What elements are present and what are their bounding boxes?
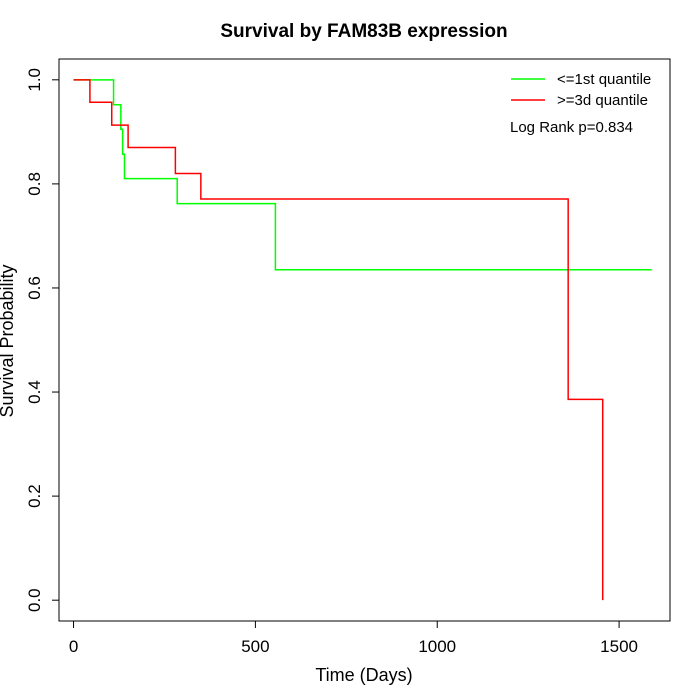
log-rank-annotation: Log Rank p=0.834 xyxy=(510,119,633,136)
y-tick-label: 0.4 xyxy=(25,380,44,404)
x-axis: 0 500 1000 1500 xyxy=(69,621,638,656)
y-tick-label: 0.0 xyxy=(25,588,44,612)
plot-frame xyxy=(58,58,671,622)
y-axis: 0.0 0.2 0.4 0.6 0.8 1.0 xyxy=(25,68,59,612)
x-axis-label: Time (Days) xyxy=(315,665,412,685)
y-tick-label: 0.8 xyxy=(25,172,44,196)
legend-entry: <=1st quantile xyxy=(557,71,651,88)
series-line xyxy=(73,79,652,271)
x-tick-label: 500 xyxy=(241,637,269,656)
y-tick-label: 1.0 xyxy=(25,68,44,92)
legend-entry: >=3d quantile xyxy=(557,92,648,109)
y-tick-label: 0.2 xyxy=(25,484,44,508)
series-line xyxy=(73,79,604,601)
y-tick-label: 0.6 xyxy=(25,276,44,300)
x-tick-label: 1000 xyxy=(418,637,456,656)
x-tick-label: 0 xyxy=(69,637,78,656)
x-tick-label: 1500 xyxy=(600,637,638,656)
series-layer xyxy=(73,79,652,601)
chart-title: Survival by FAM83B expression xyxy=(220,21,507,42)
legend: <=1st quantile >=3d quantile xyxy=(511,71,651,109)
y-axis-label: Survival Probability xyxy=(0,264,17,417)
